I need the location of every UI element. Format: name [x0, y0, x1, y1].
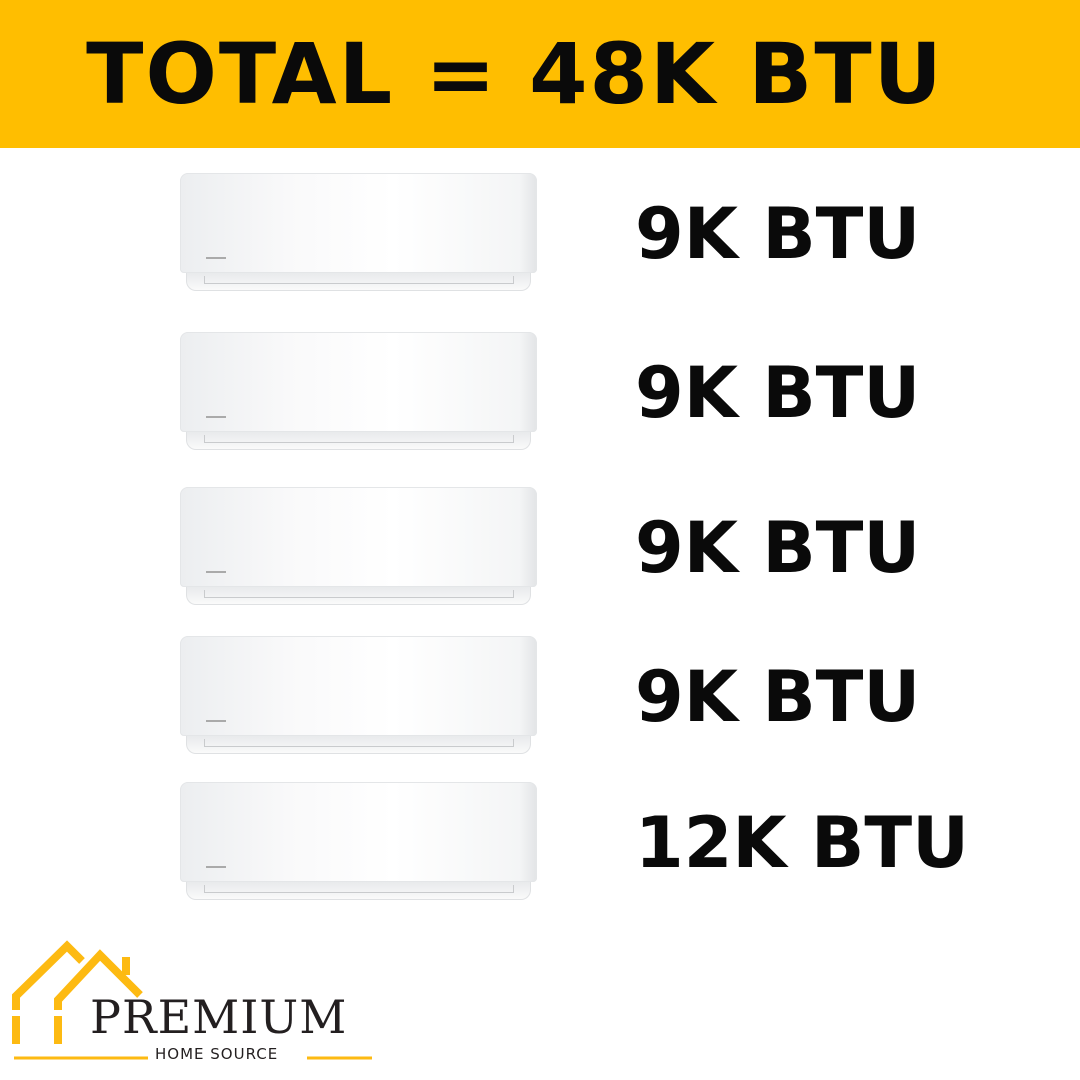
ac-louver: [204, 276, 514, 284]
ac-unit-row: 9K BTU: [0, 636, 1080, 761]
btu-label: 9K BTU: [635, 352, 921, 434]
ac-unit-image: [180, 636, 537, 758]
ac-vent: [186, 736, 531, 754]
ac-unit-row: 12K BTU: [0, 782, 1080, 907]
header-banner: TOTAL = 48K BTU: [0, 0, 1080, 148]
ac-louver: [204, 590, 514, 598]
premium-home-source-logo: PREMIUM HOME SOURCE: [0, 930, 400, 1080]
ac-unit-row: 9K BTU: [0, 332, 1080, 457]
logo-tagline: HOME SOURCE: [155, 1045, 279, 1063]
ac-brand-mark: [206, 571, 226, 573]
ac-unit-image: [180, 782, 537, 904]
btu-label: 9K BTU: [635, 656, 921, 738]
ac-unit-image: [180, 332, 537, 454]
ac-brand-mark: [206, 257, 226, 259]
ac-vent: [186, 587, 531, 605]
ac-brand-mark: [206, 416, 226, 418]
ac-louver: [204, 885, 514, 893]
ac-brand-mark: [206, 720, 226, 722]
ac-unit-image: [180, 173, 537, 295]
ac-vent: [186, 273, 531, 291]
ac-unit-body: [180, 636, 537, 736]
ac-unit-body: [180, 782, 537, 882]
ac-unit-body: [180, 173, 537, 273]
ac-louver: [204, 435, 514, 443]
logo-name: PREMIUM: [90, 990, 348, 1044]
ac-unit-body: [180, 332, 537, 432]
btu-label: 9K BTU: [635, 193, 921, 275]
ac-unit-row: 9K BTU: [0, 487, 1080, 612]
ac-unit-body: [180, 487, 537, 587]
ac-louver: [204, 739, 514, 747]
house-roof-icon: [12, 940, 372, 1060]
ac-unit-row: 9K BTU: [0, 173, 1080, 298]
ac-vent: [186, 882, 531, 900]
ac-unit-image: [180, 487, 537, 609]
btu-label: 9K BTU: [635, 507, 921, 589]
total-title: TOTAL = 48K BTU: [86, 25, 944, 123]
ac-brand-mark: [206, 866, 226, 868]
ac-vent: [186, 432, 531, 450]
btu-label: 12K BTU: [635, 802, 969, 884]
